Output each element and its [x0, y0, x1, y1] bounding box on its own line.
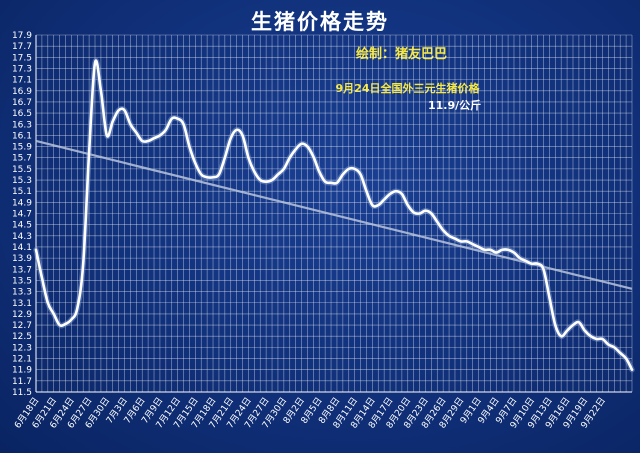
y-tick-label: 15.7 [12, 154, 32, 164]
series-group [33, 57, 635, 373]
y-axis: 17.917.717.517.3 17.116.916.716.516.316.1… [12, 31, 37, 398]
y-tick-label: 17.7 [12, 42, 32, 52]
series-line [34, 59, 634, 371]
y-tick-label: 13.7 [12, 265, 32, 275]
y-tick-label: 12.7 [12, 321, 32, 331]
y-tick-label: 14.1 [12, 243, 32, 253]
x-axis: 6月18日6月21日6月24日6月27日6月30日7月3日7月6日7月9日7月1… [12, 391, 632, 431]
y-tick-label: 16.7 [12, 98, 32, 108]
y-tick-label: 17.1 [12, 76, 32, 86]
y-tick-label: 15.3 [12, 176, 32, 186]
y-tick-label: 15.1 [12, 187, 32, 197]
y-tick-label: 14.9 [12, 198, 32, 208]
y-tick-label: 13.5 [12, 276, 32, 286]
y-tick-label: 14.3 [12, 232, 32, 242]
y-tick-label: 17.5 [12, 53, 32, 63]
y-tick-label: 12.3 [12, 343, 32, 353]
y-tick-label: 11.9 [12, 366, 32, 376]
chart-title: 生猪价格走势 [251, 10, 389, 34]
y-tick-label: 12.1 [12, 355, 32, 365]
y-tick-label: 17.9 [12, 31, 32, 41]
y-tick-label: 11.5 [12, 388, 32, 398]
chart-credit: 绘制：猪友巴巴 [356, 47, 448, 62]
horizontal-gridlines [36, 34, 632, 393]
y-tick-label: 12.9 [12, 310, 32, 320]
y-tick-label: 16.3 [12, 120, 32, 130]
y-tick-label: 14.5 [12, 221, 32, 231]
y-tick-label: 14.7 [12, 210, 32, 220]
annotation-line2: 11.9/公斤 [428, 99, 482, 112]
y-tick-label: 16.9 [12, 87, 32, 97]
y-tick-label: 16.1 [12, 131, 32, 141]
y-tick-label: 13.3 [12, 288, 32, 298]
y-tick-label: 15.5 [12, 165, 32, 175]
y-tick-label: 13.1 [12, 299, 32, 309]
y-tick-label: 15.9 [12, 143, 32, 153]
y-tick-label: 12.5 [12, 332, 32, 342]
y-tick-label: 17.3 [12, 64, 32, 74]
y-tick-label: 13.9 [12, 254, 32, 264]
y-tick-label: 11.7 [12, 377, 32, 387]
y-tick-label: 16.5 [12, 109, 32, 119]
